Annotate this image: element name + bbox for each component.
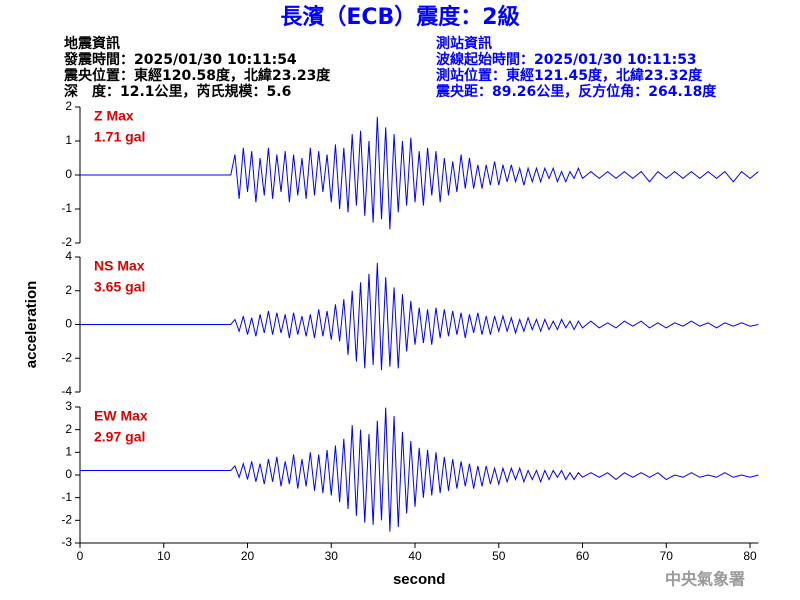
- info-left: 震央位置：東經120.58度，北緯23.23度: [63, 67, 331, 84]
- y-tick-label: -4: [61, 384, 72, 398]
- x-axis-label: second: [393, 571, 446, 588]
- panel-title: NS Max: [94, 258, 145, 274]
- y-tick-label: -1: [61, 201, 72, 215]
- y-tick-label: 0: [65, 317, 72, 331]
- y-tick-label: -2: [61, 513, 72, 527]
- y-axis-label: acceleration: [23, 281, 40, 369]
- y-tick-label: -1: [61, 490, 72, 504]
- info-right: 波線起始時間：2025/01/30 10:11:53: [436, 51, 697, 68]
- y-tick-label: 1: [65, 445, 72, 459]
- panel-max: 2.97 gal: [94, 429, 145, 445]
- waveform: [80, 116, 759, 230]
- info-left: 地震資訊: [64, 35, 120, 52]
- info-right: 震央距：89.26公里，反方位角：264.18度: [435, 83, 717, 100]
- y-tick-label: 2: [65, 422, 72, 436]
- x-tick-label: 20: [241, 549, 255, 563]
- info-left: 深 度：12.1公里，芮氏規模：5.6: [64, 83, 291, 100]
- x-tick-label: 40: [408, 549, 422, 563]
- panel-title: EW Max: [94, 408, 148, 424]
- waveform: [80, 262, 759, 371]
- title: 長濱（ECB）震度：2級: [280, 4, 519, 30]
- y-tick-label: 0: [65, 167, 72, 181]
- info-left: 發震時間：2025/01/30 10:11:54: [63, 51, 297, 68]
- y-tick-label: -3: [61, 535, 72, 549]
- y-tick-label: 3: [65, 399, 72, 413]
- x-tick-label: 60: [576, 549, 590, 563]
- info-right: 測站資訊: [436, 35, 492, 52]
- panel-title: Z Max: [94, 108, 134, 124]
- y-tick-label: 2: [65, 283, 72, 297]
- y-tick-label: -2: [61, 350, 72, 364]
- y-tick-label: 1: [65, 133, 72, 147]
- x-tick-label: 10: [157, 549, 171, 563]
- panel-max: 1.71 gal: [94, 129, 145, 145]
- x-tick-label: 30: [325, 549, 339, 563]
- info-right: 測站位置：東經121.45度，北緯23.32度: [436, 67, 703, 84]
- x-tick-label: 70: [660, 549, 674, 563]
- y-tick-label: 4: [65, 249, 72, 263]
- footer: 中央氣象署: [665, 570, 745, 589]
- y-tick-label: -2: [61, 235, 72, 249]
- panel-max: 3.65 gal: [94, 279, 145, 295]
- x-tick-label: 80: [743, 549, 757, 563]
- x-tick-label: 0: [77, 549, 84, 563]
- y-tick-label: 0: [65, 467, 72, 481]
- y-tick-label: 2: [65, 99, 72, 113]
- waveform: [80, 407, 759, 532]
- x-tick-label: 50: [492, 549, 506, 563]
